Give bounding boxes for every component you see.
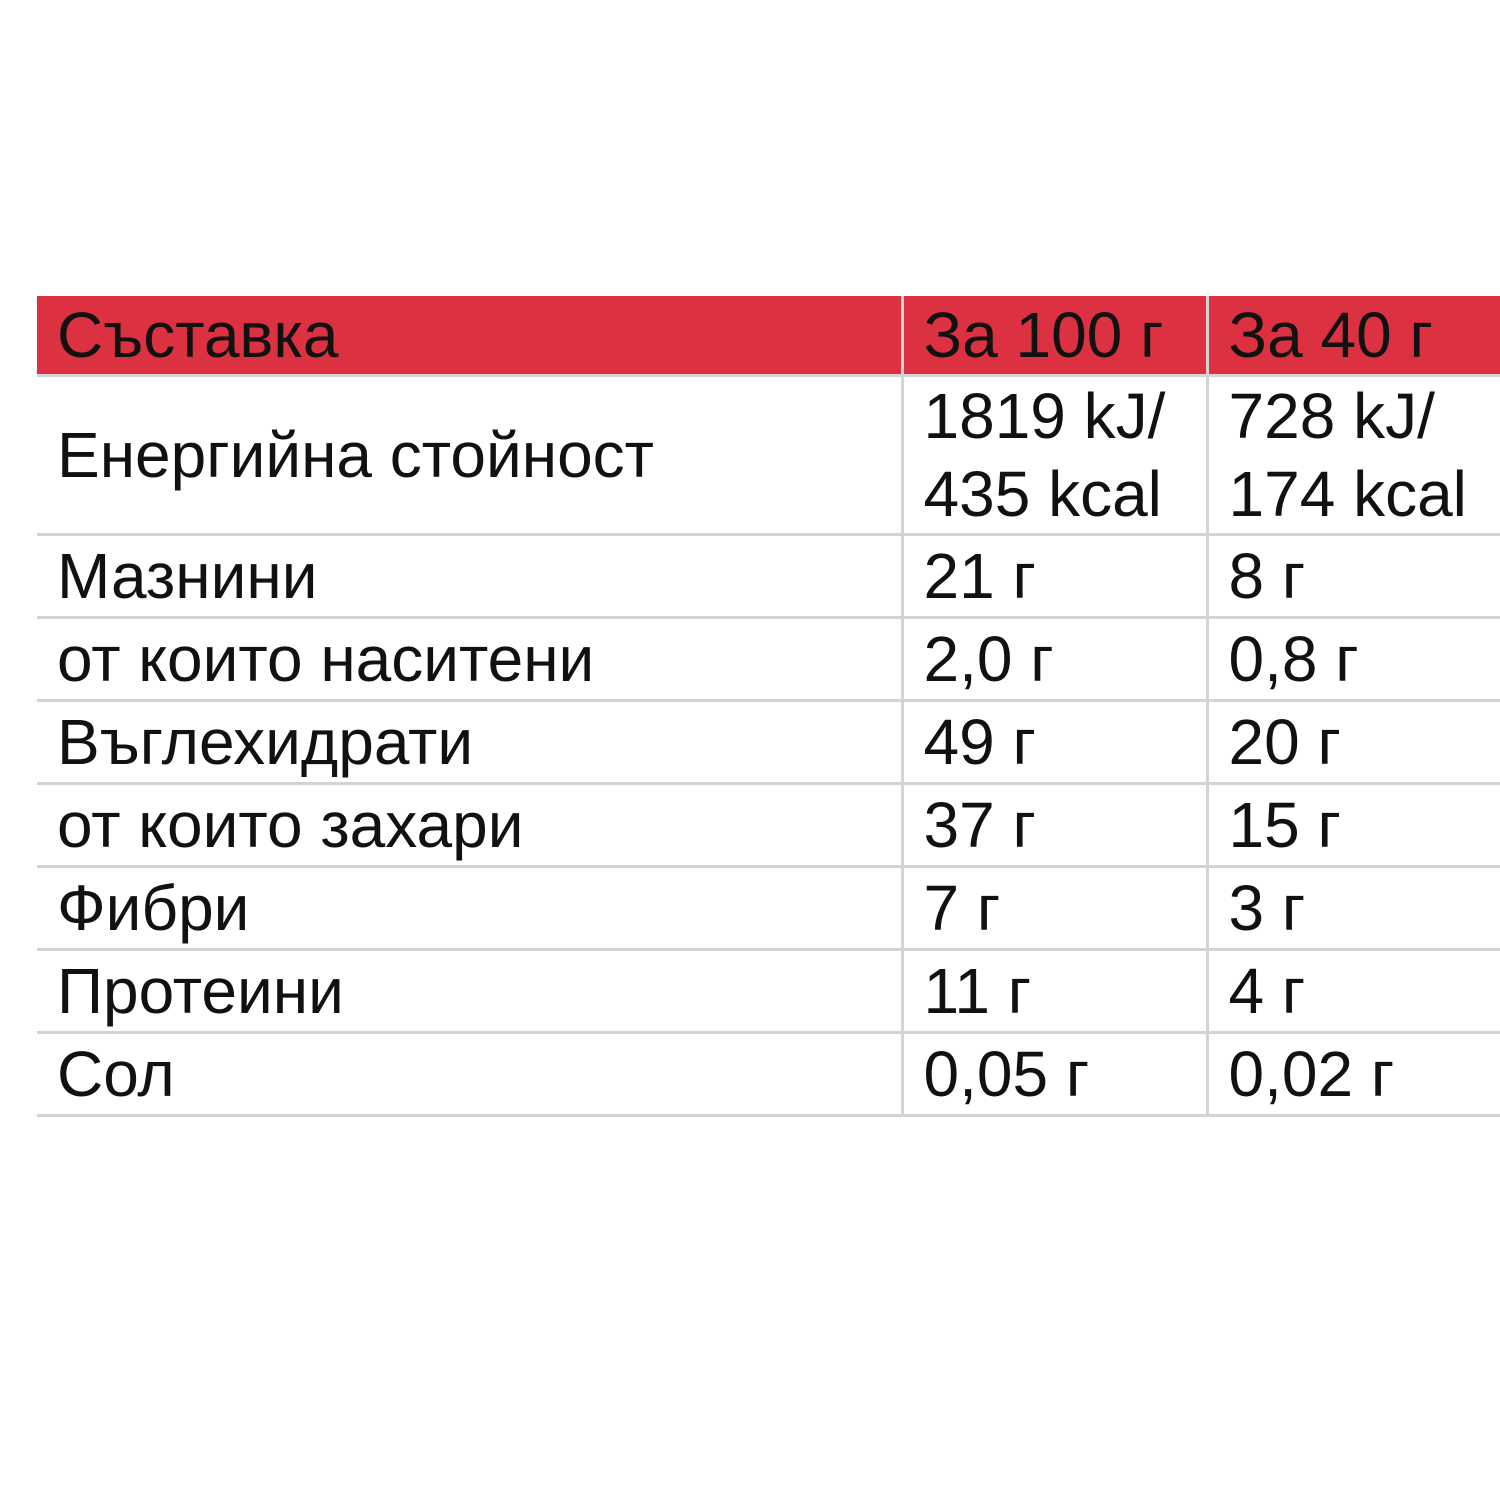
header-cell: За 100 г [900,296,1209,377]
nutrition-table: Съставка За 100 г За 40 г Енергийна стой… [37,296,1500,1117]
table-cell: 37 г [900,782,1209,868]
header-cell: За 40 г [1205,296,1500,377]
table-cell: Енергийна стойност [37,374,904,536]
table-cell: 20 г [1205,699,1500,785]
table-cell: 728 kJ/174 kcal [1205,374,1500,536]
table-row: Сол 0,05 г 0,02 г [37,1031,1500,1117]
table-cell: 0,02 г [1205,1031,1500,1117]
table-cell: Въглехидрати [37,699,904,785]
table-cell: 15 г [1205,782,1500,868]
table-row: Въглехидрати 49 г 20 г [37,699,1500,785]
table-cell: 1819 kJ/435 kcal [900,374,1209,536]
table-cell: 8 г [1205,533,1500,619]
header-row: Съставка За 100 г За 40 г [37,296,1500,377]
header-cell: Съставка [37,296,904,377]
table-body: Енергийна стойност 1819 kJ/435 kcal 728 kJ… [37,374,1500,1117]
table-cell: 3 г [1205,865,1500,951]
table-cell: 2,0 г [900,616,1209,702]
table-cell: 4 г [1205,948,1500,1034]
table-cell: 7 г [900,865,1209,951]
cell-line: 728 kJ/ [1228,380,1435,452]
table-cell: Протеини [37,948,904,1034]
table-cell: Сол [37,1031,904,1117]
table-cell: 49 г [900,699,1209,785]
table-cell: 0,05 г [900,1031,1209,1117]
nutrition-table-container: Съставка За 100 г За 40 г Енергийна стой… [37,296,1500,1117]
table-row: от които наситени 2,0 г 0,8 г [37,616,1500,702]
table-cell: Фибри [37,865,904,951]
cell-line: 174 kcal [1228,458,1467,530]
table-cell: 21 г [900,533,1209,619]
table-cell: от които захари [37,782,904,868]
cell-line: 435 kcal [923,458,1162,530]
table-row: от които захари 37 г 15 г [37,782,1500,868]
table-cell: Мазнини [37,533,904,619]
cell-line: 1819 kJ/ [923,380,1166,452]
table-cell: 11 г [900,948,1209,1034]
table-row: Енергийна стойност 1819 kJ/435 kcal 728 kJ… [37,374,1500,536]
table-cell: от които наситени [37,616,904,702]
table-cell: 0,8 г [1205,616,1500,702]
